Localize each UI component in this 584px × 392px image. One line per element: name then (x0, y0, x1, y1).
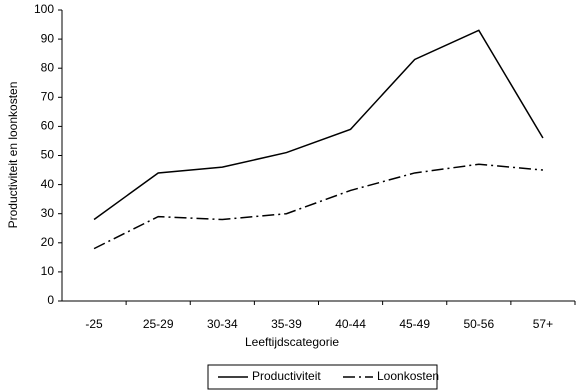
y-tick-label: 0 (47, 293, 54, 307)
line-series (93, 163, 544, 250)
legend-label: Loonkosten (377, 369, 439, 383)
x-axis-label: Leeftijdscategorie (245, 335, 339, 349)
y-tick-label: 50 (41, 148, 55, 162)
y-tick-label: 40 (41, 177, 55, 191)
y-tick-label: 90 (41, 31, 55, 45)
legend-label: Productiviteit (252, 369, 321, 383)
x-tick-label: 45-49 (399, 317, 430, 331)
x-tick-label: 25-29 (143, 317, 174, 331)
y-tick-label: 30 (41, 206, 55, 220)
y-tick-label: 10 (41, 264, 55, 278)
x-tick-label: 57+ (533, 317, 553, 331)
x-tick-label: 35-39 (271, 317, 302, 331)
y-axis-label: Productiviteit en loonkosten (6, 82, 20, 229)
y-tick-label: 60 (41, 119, 55, 133)
x-tick-label: -25 (85, 317, 103, 331)
y-tick-label: 20 (41, 235, 55, 249)
y-tick-label: 100 (34, 2, 54, 16)
y-tick-label: 70 (41, 89, 55, 103)
x-tick-label: 30-34 (207, 317, 238, 331)
line-series (93, 29, 544, 221)
x-tick-label: 50-56 (463, 317, 494, 331)
y-tick-label: 80 (41, 60, 55, 74)
x-tick-label: 40-44 (335, 317, 366, 331)
